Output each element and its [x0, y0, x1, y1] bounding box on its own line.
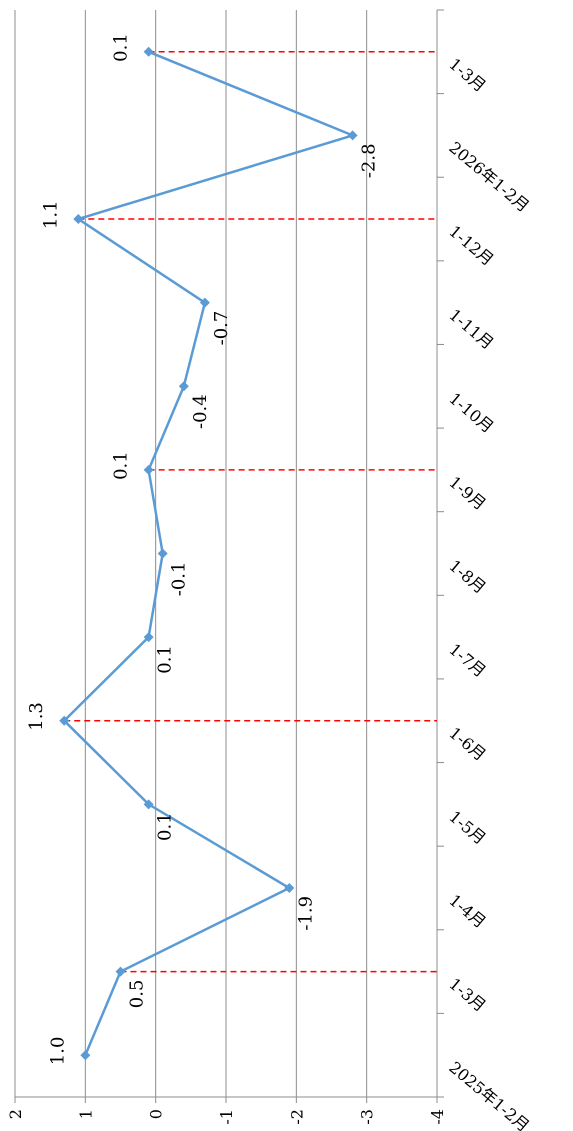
data-label-1: 0.5 — [127, 980, 148, 1009]
data-label-3: 0.1 — [155, 812, 176, 841]
data-labels: 1.0 0.5 -1.9 0.1 1.3 0.1 -0.1 0.1 -0.4 -0.7 1.1 -2.… — [26, 33, 379, 1065]
value-tick-label-5: -3 — [358, 1109, 377, 1125]
value-tick-label-0: 2 — [6, 1109, 25, 1119]
category-tick-label-3: 1-5月 — [445, 807, 489, 848]
data-point-3 — [143, 799, 154, 810]
value-tick-label-2: 0 — [147, 1109, 166, 1119]
data-point-6 — [157, 548, 168, 559]
category-tick-label-1: 1-3月 — [445, 974, 489, 1015]
data-point-8 — [178, 381, 189, 392]
data-point-12 — [143, 46, 154, 57]
category-tick-label-9: 1-11月 — [445, 305, 497, 353]
value-tick-label-1: 1 — [76, 1109, 95, 1119]
data-point-0 — [80, 1050, 91, 1061]
data-point-5 — [143, 632, 154, 643]
value-tick-label-3: -1 — [217, 1109, 236, 1125]
category-tick-label-2: 1-4月 — [445, 890, 489, 931]
data-point-4 — [59, 715, 70, 726]
data-point-10 — [73, 214, 84, 225]
data-point-2 — [284, 882, 295, 893]
category-tick-label-11: 2026年1-2月 — [445, 138, 533, 216]
category-tick-label-4: 1-6月 — [445, 723, 489, 764]
data-label-12: 0.1 — [111, 33, 132, 62]
category-tick-label-7: 1-9月 — [445, 472, 489, 513]
category-tick-label-0: 2025年1-2月 — [445, 1058, 533, 1131]
value-tick-label-4: -2 — [287, 1109, 306, 1125]
data-point-1 — [115, 966, 126, 977]
axes — [14, 9, 444, 1103]
data-label-9: -0.7 — [211, 311, 232, 346]
category-tick-label-12: 1-3月 — [445, 54, 489, 95]
category-tick-label-10: 1-12月 — [445, 222, 497, 270]
value-axis-tick-labels: 2 1 0 -1 -2 -3 -4 — [6, 1109, 447, 1125]
data-markers — [59, 46, 358, 1061]
category-tick-label-5: 1-7月 — [445, 640, 489, 681]
data-label-7: 0.1 — [111, 451, 132, 480]
data-label-2: -1.9 — [295, 896, 316, 931]
dashed-markers — [64, 51, 437, 973]
data-label-6: -0.1 — [169, 562, 190, 597]
data-label-8: -0.4 — [190, 394, 211, 429]
value-tick-label-6: -4 — [428, 1109, 447, 1125]
data-point-11 — [347, 130, 358, 141]
data-label-0: 1.0 — [47, 1037, 68, 1066]
data-label-4: 1.3 — [26, 702, 47, 731]
data-label-5: 0.1 — [155, 645, 176, 674]
data-point-9 — [199, 297, 210, 308]
category-tick-label-6: 1-8月 — [445, 556, 489, 597]
category-tick-label-8: 1-10月 — [445, 389, 497, 437]
data-label-10: 1.1 — [40, 200, 61, 229]
category-axis-tick-labels: 2025年1-2月 1-3月 1-4月 1-5月 1-6月 1-7月 1-8月 1-9月 1-1… — [445, 54, 533, 1131]
data-label-11: -2.8 — [359, 143, 380, 178]
data-point-7 — [143, 464, 154, 475]
